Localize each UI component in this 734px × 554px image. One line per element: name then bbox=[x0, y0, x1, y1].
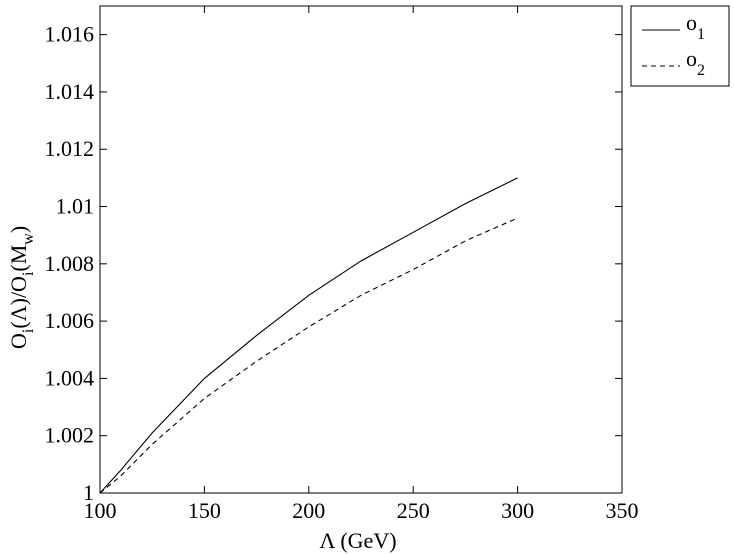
y-tick-label: 1.002 bbox=[45, 423, 95, 448]
y-tick-label: 1.012 bbox=[45, 136, 95, 161]
legend-label-o1: o1 bbox=[686, 10, 705, 43]
legend-box bbox=[630, 5, 730, 87]
y-tick-label: 1.014 bbox=[45, 79, 95, 104]
y-tick-label: 1.016 bbox=[45, 22, 95, 47]
series-layer bbox=[99, 177, 518, 494]
y-axis-label: Oi(Λ)/Oi(Mw) bbox=[6, 226, 37, 349]
y-tick-label: 1.006 bbox=[45, 308, 95, 333]
y-tick-label: 1.004 bbox=[45, 365, 95, 390]
y-label-o: O bbox=[6, 333, 31, 349]
x-axis-label: Λ (GeV) bbox=[319, 528, 396, 553]
x-tick-label: 100 bbox=[84, 498, 117, 523]
legend: o1 o2 bbox=[630, 5, 730, 87]
x-axis: 100 150 200 250 300 350 bbox=[84, 6, 639, 523]
y-label-sub-i1: i bbox=[20, 328, 37, 333]
series-line-o2 bbox=[99, 217, 518, 494]
legend-label-o2: o2 bbox=[686, 46, 705, 79]
y-label-sub-i2: i bbox=[20, 271, 37, 276]
y-label-mid: (Λ)/O bbox=[6, 276, 31, 329]
y-label-mw-open: (M bbox=[6, 245, 31, 272]
x-tick-label: 350 bbox=[606, 498, 639, 523]
x-tick-label: 150 bbox=[188, 498, 221, 523]
y-axis: 1 1.002 1.004 1.006 1.008 1.01 1.012 1.014 1.016 bbox=[45, 22, 622, 505]
plot-frame bbox=[99, 5, 623, 494]
x-tick-label: 250 bbox=[397, 498, 430, 523]
y-tick-label: 1.01 bbox=[56, 194, 95, 219]
y-label-sub-w: w bbox=[20, 233, 37, 245]
series-line-o1 bbox=[99, 177, 518, 494]
y-tick-label: 1.008 bbox=[45, 251, 95, 276]
x-tick-label: 300 bbox=[501, 498, 534, 523]
x-tick-label: 200 bbox=[292, 498, 325, 523]
svg-text:Oi(Λ)/Oi(Mw): Oi(Λ)/Oi(Mw) bbox=[6, 226, 37, 349]
y-tick-label: 1 bbox=[83, 480, 94, 505]
y-label-close: ) bbox=[6, 226, 31, 233]
